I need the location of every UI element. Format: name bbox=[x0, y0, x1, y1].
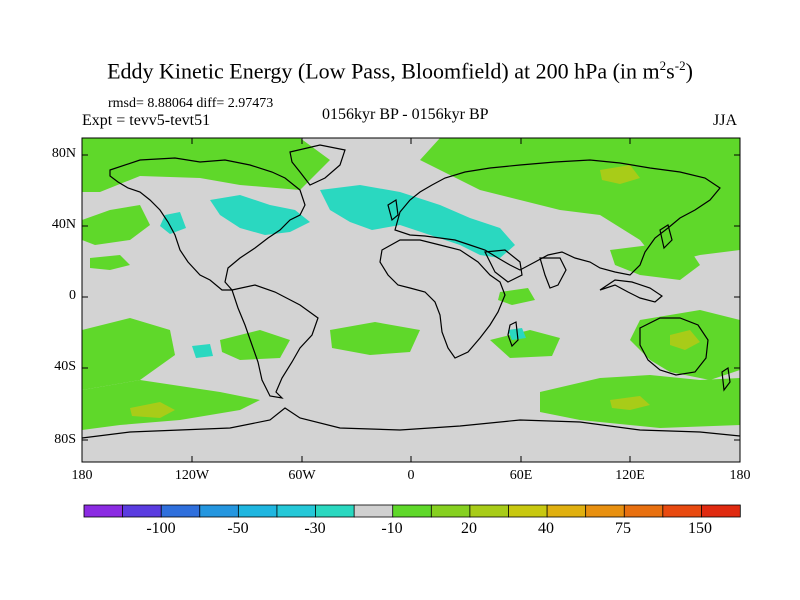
lat-label-0: 0 bbox=[69, 288, 76, 303]
lat-label-40n: 40N bbox=[51, 217, 76, 232]
coast-eurasia bbox=[394, 159, 721, 276]
coast-japan bbox=[659, 224, 673, 250]
field-neg-pacific bbox=[160, 212, 186, 234]
colorbar bbox=[83, 504, 741, 518]
lon-label-180w: 180 bbox=[71, 468, 93, 483]
colorbar-swatch bbox=[83, 504, 124, 518]
lat-label-80s: 80S bbox=[54, 432, 76, 447]
coast-maritime-asia bbox=[599, 279, 663, 303]
colorbar-swatch bbox=[353, 504, 394, 518]
season-label: JJA bbox=[713, 112, 738, 129]
field-sh-indian bbox=[490, 330, 560, 358]
colorbar-swatch bbox=[546, 504, 587, 518]
lon-label-120w: 120W bbox=[174, 468, 210, 483]
field-high-australia bbox=[670, 330, 700, 350]
coast-arabia bbox=[484, 249, 523, 283]
lon-label-180e: 180 bbox=[729, 468, 751, 483]
field-high-southern bbox=[610, 396, 650, 410]
colorbar-swatch bbox=[122, 504, 162, 518]
lat-label-80n: 80N bbox=[51, 146, 76, 161]
colorbar-swatch bbox=[160, 504, 201, 518]
field-asia-east bbox=[610, 245, 700, 280]
colorbar-swatch bbox=[276, 504, 317, 518]
coast-india bbox=[539, 257, 567, 289]
colorbar-label: 150 bbox=[688, 520, 712, 537]
colorbar-swatch bbox=[315, 504, 355, 518]
colorbar-label: -10 bbox=[381, 520, 403, 537]
colorbar-swatch bbox=[585, 504, 625, 518]
stats-text: rmsd= 8.88064 diff= 2.97473 bbox=[108, 96, 274, 111]
field-africa-east bbox=[498, 288, 535, 305]
field-tropical-pacific bbox=[90, 255, 130, 270]
field-arctic-west bbox=[82, 138, 330, 192]
field-nh-pacific bbox=[82, 205, 150, 245]
coast-new-zealand bbox=[721, 366, 731, 392]
lon-label-0: 0 bbox=[407, 468, 415, 483]
lon-label-60e: 60E bbox=[509, 468, 533, 483]
coast-africa bbox=[379, 239, 506, 359]
colorbar-label: -50 bbox=[227, 520, 249, 537]
colorbar-label: 20 bbox=[461, 520, 477, 537]
coast-greenland bbox=[289, 144, 346, 186]
lat-label-40s: 40S bbox=[54, 359, 76, 374]
colorbar-swatch bbox=[662, 504, 703, 518]
period-label: 0156kyr BP - 0156kyr BP bbox=[322, 106, 489, 123]
axis-ticks bbox=[82, 138, 740, 462]
colorbar-label: 75 bbox=[615, 520, 631, 537]
coast-antarctica bbox=[82, 407, 740, 439]
colorbar-swatch bbox=[469, 504, 510, 518]
lon-label-60w: 60W bbox=[288, 468, 316, 483]
coast-uk bbox=[387, 198, 399, 222]
field-sh-pacific-west bbox=[82, 318, 175, 390]
colorbar-label: -100 bbox=[146, 520, 176, 537]
coast-south-america bbox=[231, 284, 319, 399]
colorbar-swatch bbox=[199, 504, 240, 518]
field-sh-southamerica bbox=[220, 330, 290, 360]
colorbar-label: -30 bbox=[304, 520, 326, 537]
field-neg-sh-pacific bbox=[192, 344, 213, 358]
coast-madagascar bbox=[507, 321, 519, 348]
field-high-pacific bbox=[130, 402, 175, 418]
colorbar-label: 40 bbox=[538, 520, 554, 537]
coast-north-america bbox=[109, 157, 306, 291]
colorbar-swatch bbox=[701, 504, 741, 518]
experiment-label: Expt = tevv5-tevt51 bbox=[82, 112, 211, 129]
field-sh-atlantic bbox=[330, 322, 420, 355]
field-southern-ocean-west bbox=[82, 380, 260, 430]
lon-label-120e: 120E bbox=[615, 468, 645, 483]
colorbar-swatch bbox=[508, 504, 548, 518]
coastlines bbox=[82, 144, 740, 439]
colorbar-swatch bbox=[392, 504, 432, 518]
chart-title: Eddy Kinetic Energy (Low Pass, Bloomfiel… bbox=[107, 58, 693, 84]
field-neg-europe bbox=[320, 185, 515, 258]
colorbar-swatch bbox=[623, 504, 664, 518]
colorbar-swatch bbox=[237, 504, 278, 518]
colorbar-swatch bbox=[430, 504, 471, 518]
coast-australia bbox=[639, 317, 709, 376]
field-high-arctic bbox=[600, 165, 640, 184]
